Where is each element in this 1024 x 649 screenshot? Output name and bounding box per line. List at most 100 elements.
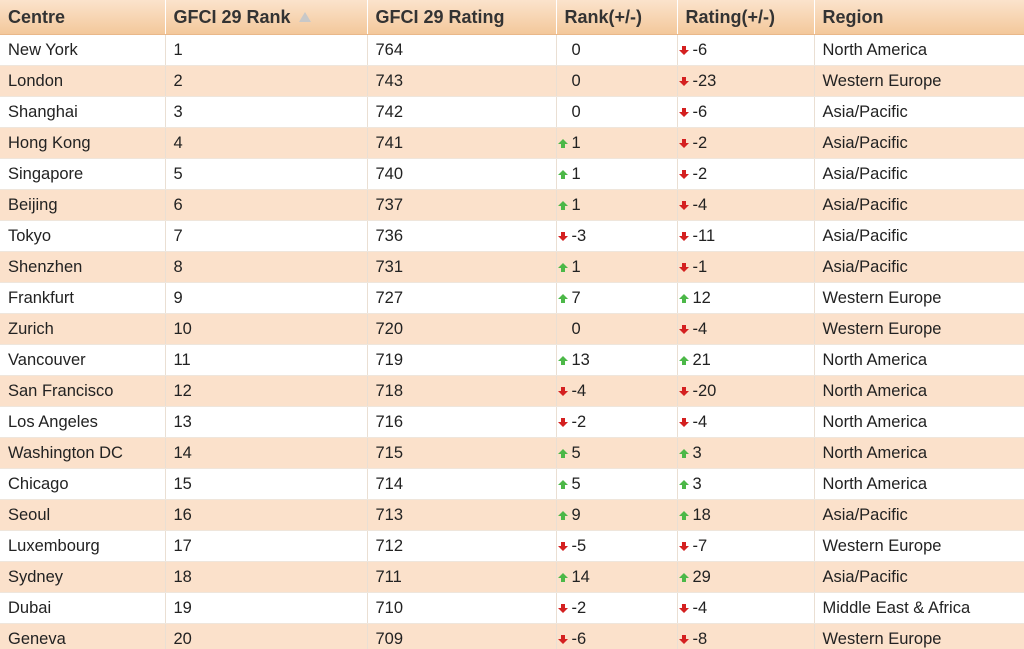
cell-rank-change: 5: [556, 468, 678, 500]
table-row[interactable]: Sydney 18 711 14 29 Asia/Pacific: [0, 561, 1024, 593]
cell-rank-change: -5: [556, 530, 678, 562]
cell-centre: San Francisco: [0, 375, 166, 407]
cell-rank-change-value-group: 1: [557, 195, 581, 215]
table-row[interactable]: Washington DC 14 715 5 3 North America: [0, 437, 1024, 469]
up-arrow-icon: [557, 355, 568, 365]
up-arrow-icon: [557, 138, 568, 148]
column-header-rank-change[interactable]: Rank(+/-): [556, 0, 678, 35]
cell-rating-change-text: -1: [692, 257, 708, 276]
cell-rank-change-value-group: 0: [558, 103, 581, 122]
table-row[interactable]: London 2 743 0 -23 Western Europe: [0, 65, 1024, 97]
cell-region: North America: [814, 344, 1024, 376]
cell-rank-change: 0: [556, 65, 678, 97]
cell-rating-change-value-group: 3: [678, 475, 702, 494]
down-arrow-icon: [678, 417, 689, 427]
cell-rank-change-text: 1: [571, 195, 581, 214]
column-header-region[interactable]: Region: [814, 0, 1024, 35]
cell-region: Western Europe: [814, 313, 1024, 345]
table-row[interactable]: Seoul 16 713 9 18 Asia/Pacific: [0, 499, 1024, 531]
cell-centre: Dubai: [0, 592, 166, 624]
table-body: New York 1 764 0 -6 North America London 2 743 0-…: [0, 34, 1024, 649]
cell-rating-change-value-group: -20: [678, 382, 716, 401]
cell-rank-change: 5: [556, 437, 678, 469]
up-arrow-icon: [557, 293, 568, 303]
cell-rank: 19: [165, 592, 368, 624]
table-row[interactable]: San Francisco 12 718 -4 -20 North America: [0, 375, 1024, 407]
up-arrow-icon: [678, 448, 689, 458]
column-header-rating-change-label: Rating(+/-): [685, 6, 776, 27]
cell-rating: 709: [367, 623, 557, 649]
cell-rank-change: -6: [556, 623, 678, 649]
cell-centre: Shanghai: [0, 96, 166, 128]
down-arrow-icon: [678, 324, 689, 334]
cell-rank-change: 9: [556, 499, 678, 531]
table-row[interactable]: Luxembourg 17 712 -5 -7 Western Europe: [0, 530, 1024, 562]
column-header-rank-label: GFCI 29 Rank: [173, 6, 291, 27]
cell-region: Western Europe: [814, 530, 1024, 562]
header-row: Centre GFCI 29 Rank GFCI 29 Rating Rank(…: [0, 0, 1024, 35]
cell-rank: 13: [165, 406, 368, 438]
cell-region: North America: [814, 34, 1024, 66]
cell-rating-change-text: -11: [692, 226, 716, 245]
cell-rating-change-text: -7: [692, 536, 708, 555]
cell-region: Middle East & Africa: [814, 592, 1024, 624]
table-row[interactable]: Los Angeles 13 716 -2 -4 North America: [0, 406, 1024, 438]
cell-rank: 14: [165, 437, 368, 469]
cell-rating-change-text: 3: [692, 443, 702, 462]
table-row[interactable]: Shanghai 3 742 0 -6 Asia/Pacific: [0, 96, 1024, 128]
cell-centre: Shenzhen: [0, 251, 166, 283]
table-row[interactable]: Geneva 20 709 -6 -8 Western Europe: [0, 623, 1024, 649]
cell-rank: 4: [165, 127, 368, 159]
cell-rating-change: 29: [677, 561, 815, 593]
cell-rating: 731: [367, 251, 557, 283]
table-row[interactable]: Dubai 19 710 -2 -4 Middle East & Africa: [0, 592, 1024, 624]
cell-rating-change-value-group: -7: [678, 536, 708, 556]
column-header-rating-change[interactable]: Rating(+/-): [677, 0, 815, 35]
up-arrow-icon: [557, 169, 568, 179]
cell-rating-change-text: -4: [692, 319, 708, 338]
column-header-rank[interactable]: GFCI 29 Rank: [165, 0, 368, 35]
cell-rank-change-text: 1: [571, 133, 581, 152]
cell-rating-change-value-group: 3: [678, 443, 702, 463]
table-row[interactable]: Shenzhen 8 731 1 -1 Asia/Pacific: [0, 251, 1024, 283]
cell-rating-change-text: -8: [692, 629, 708, 648]
cell-region: Asia/Pacific: [814, 251, 1024, 283]
cell-rating-change-text: 12: [692, 288, 711, 307]
table-row[interactable]: Beijing 6 737 1 -4 Asia/Pacific: [0, 189, 1024, 221]
cell-rating-change-text: -2: [692, 164, 708, 183]
cell-rank-change-text: 1: [571, 257, 581, 276]
up-arrow-icon: [557, 572, 568, 582]
cell-rating-change-text: -4: [692, 412, 708, 431]
cell-rating-change-value-group: -2: [678, 164, 708, 184]
cell-centre: New York: [0, 34, 166, 66]
table-row[interactable]: Zurich 10 720 0 -4 Western Europe: [0, 313, 1024, 345]
down-arrow-icon: [557, 417, 568, 427]
table-row[interactable]: Frankfurt 9 727 7 12 Western Europe: [0, 282, 1024, 314]
table-row[interactable]: Vancouver 11 719 13 21 North America: [0, 344, 1024, 376]
cell-rank-change-text: -4: [571, 381, 587, 400]
cell-rating-change-text: -23: [692, 71, 717, 90]
cell-rating: 737: [367, 189, 557, 221]
cell-rating-change-text: 29: [692, 567, 711, 586]
column-header-centre[interactable]: Centre: [0, 0, 166, 35]
cell-rating-change-text: -4: [692, 598, 708, 617]
table-row[interactable]: Chicago 15 714 5 3 North America: [0, 468, 1024, 500]
cell-rank-change-text: -6: [571, 629, 587, 648]
cell-region: Western Europe: [814, 282, 1024, 314]
cell-rating: 743: [367, 65, 557, 97]
table-row[interactable]: Tokyo 7 736 -3 -11 Asia/Pacific: [0, 220, 1024, 252]
cell-rank-change-value-group: 9: [557, 506, 581, 525]
table-row[interactable]: New York 1 764 0 -6 North America: [0, 34, 1024, 66]
table-header: Centre GFCI 29 Rank GFCI 29 Rating Rank(…: [0, 0, 1024, 35]
up-arrow-icon: [678, 510, 689, 520]
table-row[interactable]: Singapore 5 740 1 -2 Asia/Pacific: [0, 158, 1024, 190]
cell-rating-change-value-group: -23: [678, 71, 717, 91]
up-arrow-icon: [678, 355, 689, 365]
table-row[interactable]: Hong Kong 4 741 1 -2 Asia/Pacific: [0, 127, 1024, 159]
cell-rating-change-value-group: 12: [678, 288, 711, 308]
cell-rank: 17: [165, 530, 368, 562]
column-header-rating[interactable]: GFCI 29 Rating: [367, 0, 557, 35]
cell-rating-change: -7: [677, 530, 815, 562]
cell-rank: 10: [165, 313, 368, 345]
